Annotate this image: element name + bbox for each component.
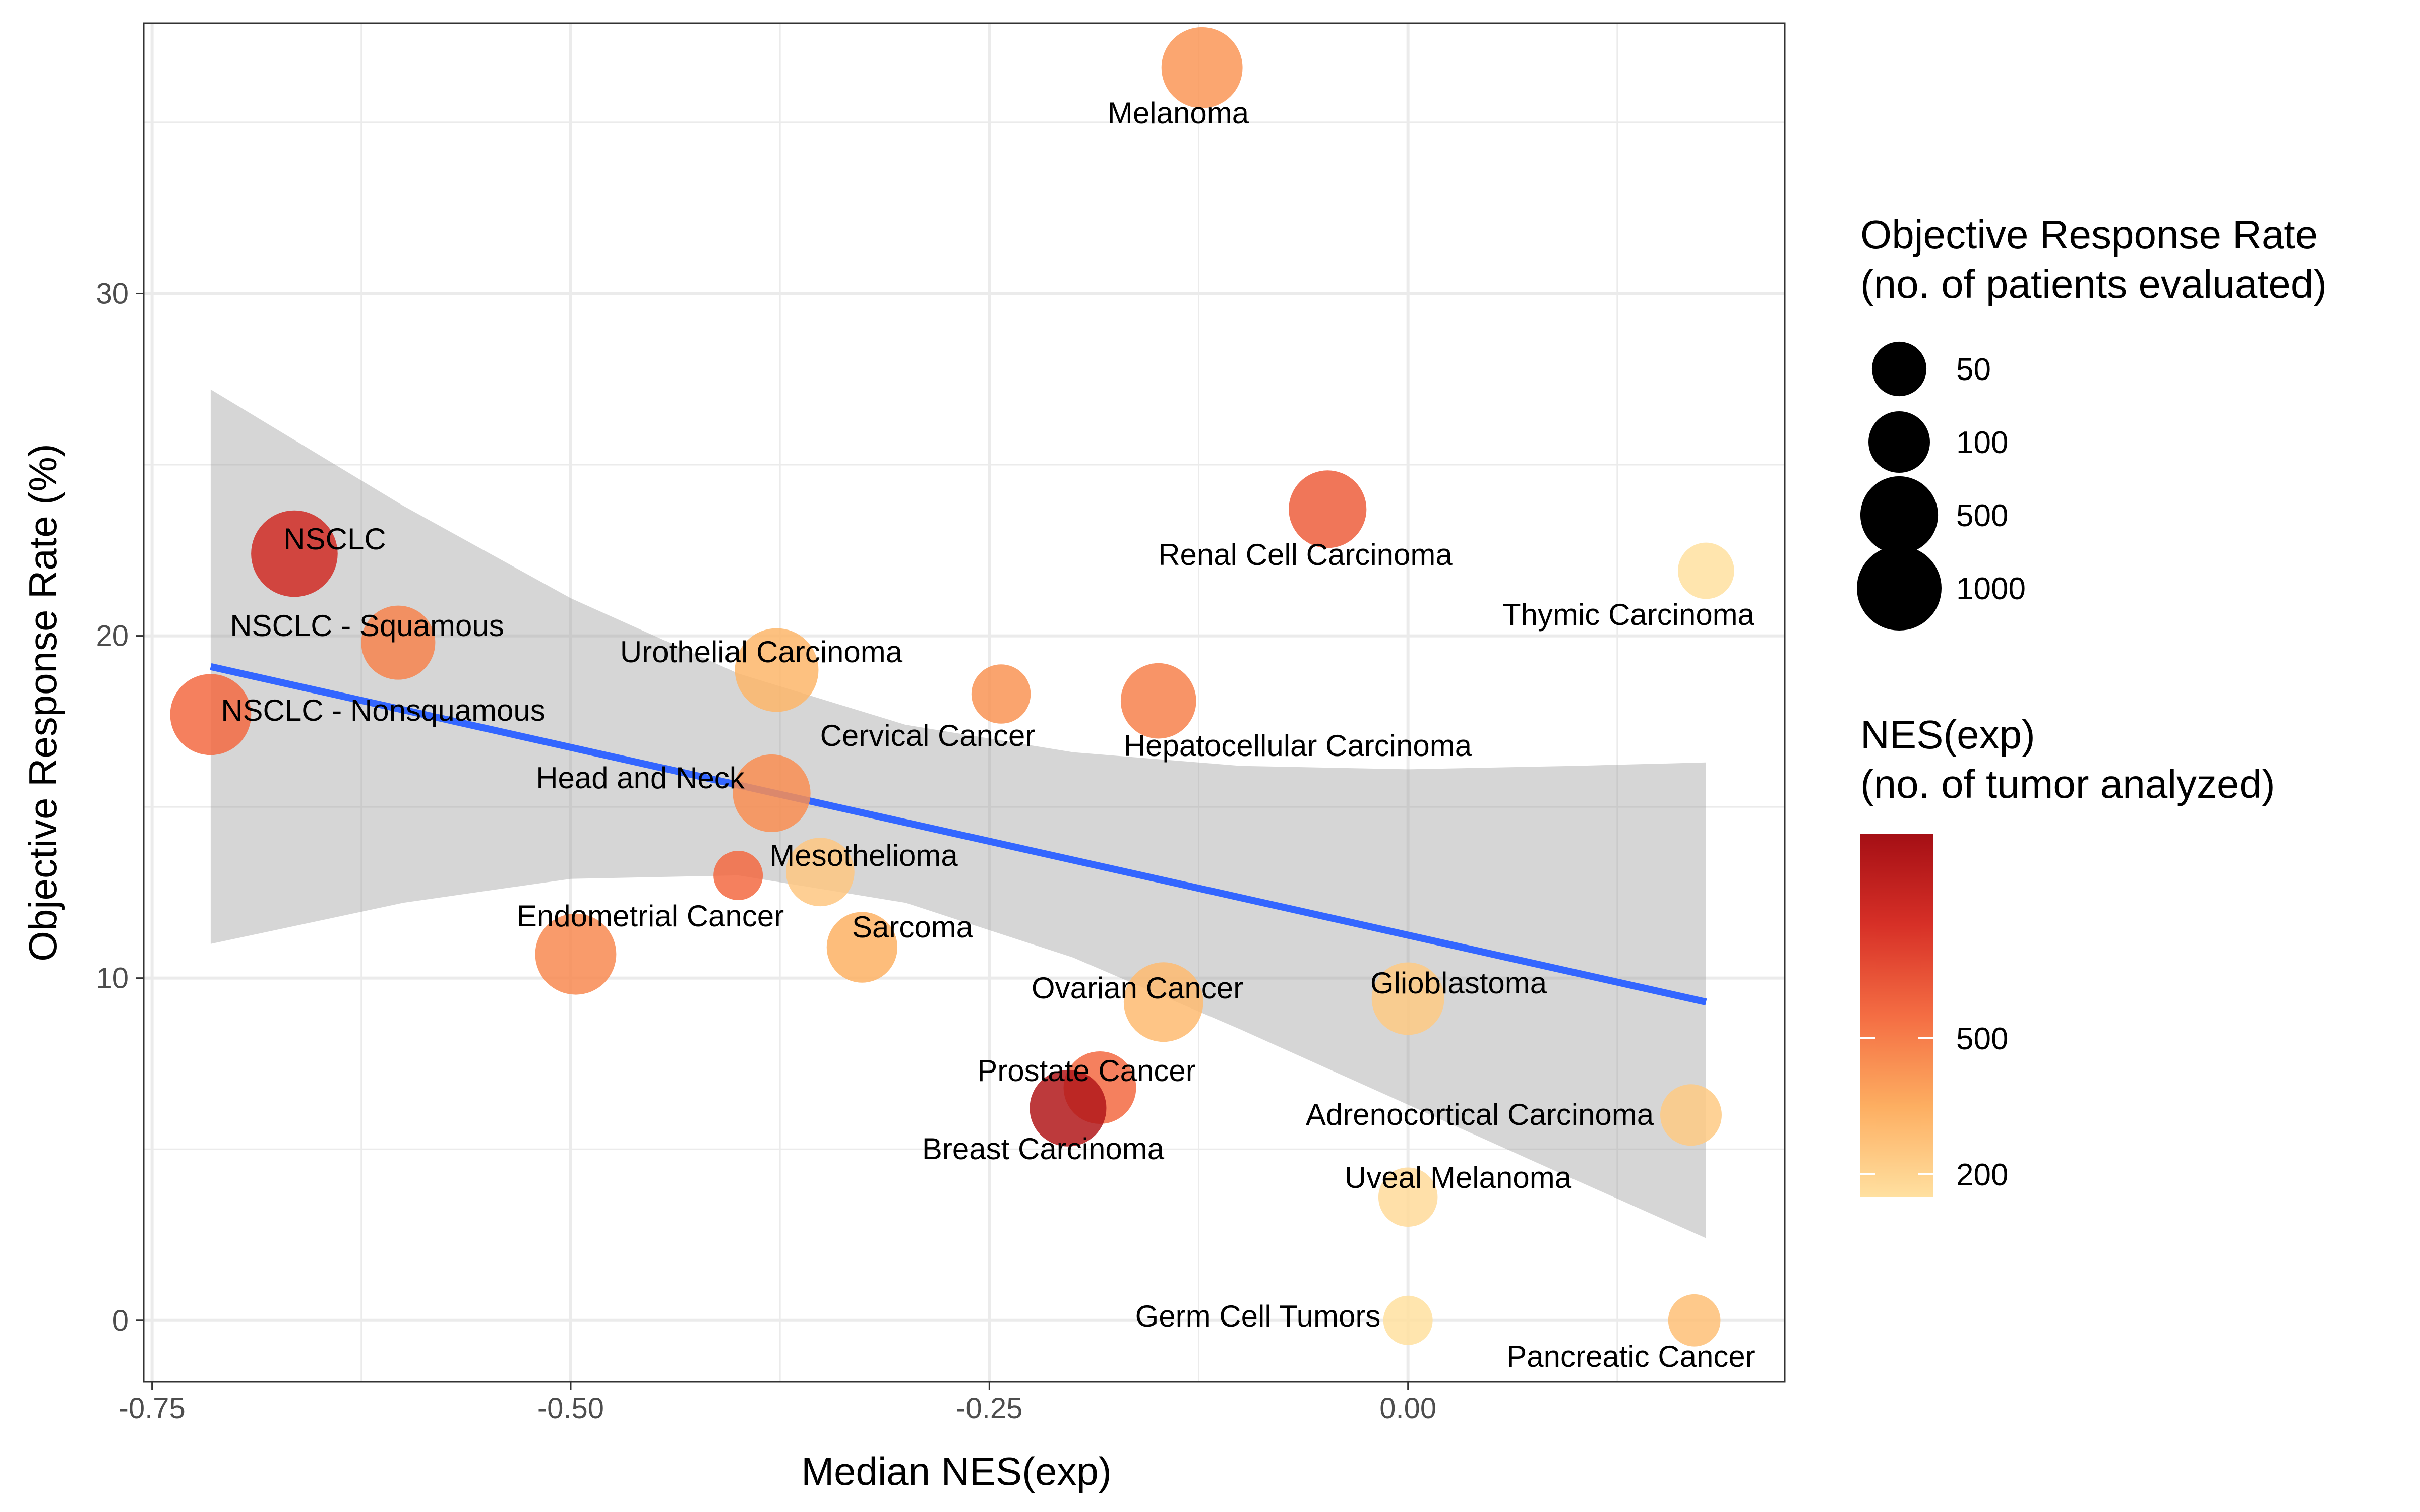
data-point xyxy=(971,664,1031,724)
point-label: Germ Cell Tumors xyxy=(1135,1299,1381,1333)
data-point xyxy=(1371,962,1444,1035)
plot-panel-background xyxy=(144,23,1785,1382)
x-tick-label: 0.00 xyxy=(1379,1392,1436,1425)
point-label: NSCLC - Squamous xyxy=(230,609,504,643)
colorbar xyxy=(1860,834,1933,1197)
data-point xyxy=(1383,1295,1433,1345)
x-tick-label: -0.25 xyxy=(956,1392,1022,1425)
color-legend: NES(exp) (no. of tumor analyzed) 500 200 xyxy=(1860,712,2275,1197)
point-label: Prostate Cancer xyxy=(977,1054,1196,1088)
point-label: Sarcoma xyxy=(852,910,974,944)
y-tick-label: 30 xyxy=(96,277,129,310)
size-legend: Objective Response Rate (no. of patients … xyxy=(1857,212,2327,631)
point-labels-layer: Melanoma Renal Cell Carcinoma Thymic Carci… xyxy=(221,96,1756,1373)
data-point xyxy=(1378,1167,1438,1227)
data-point xyxy=(1030,1069,1107,1147)
colorbar-tick-label: 200 xyxy=(1956,1158,2008,1192)
point-label: Mesothelioma xyxy=(769,839,958,872)
y-axis: 0 10 20 30 xyxy=(96,277,144,1337)
size-legend-title: (no. of patients evaluated) xyxy=(1860,262,2327,306)
x-axis: -0.75 -0.50 -0.25 0.00 xyxy=(119,1382,1436,1425)
data-point xyxy=(251,510,338,597)
point-label: Pancreatic Cancer xyxy=(1506,1340,1756,1373)
point-label: Renal Cell Carcinoma xyxy=(1158,538,1453,572)
color-legend-title: (no. of tumor analyzed) xyxy=(1860,762,2275,806)
data-point xyxy=(170,674,252,755)
data-point xyxy=(1677,542,1734,599)
point-label: Melanoma xyxy=(1108,96,1249,130)
plot-panel-border xyxy=(143,22,1786,1383)
size-legend-key xyxy=(1857,546,1942,631)
trend-line-layer xyxy=(210,663,1707,1006)
trend-line xyxy=(210,663,1707,1006)
size-legend-key xyxy=(1871,341,1927,397)
data-point xyxy=(1123,962,1203,1042)
data-point xyxy=(535,913,617,995)
x-tick-label: -0.75 xyxy=(119,1392,186,1425)
color-legend-title: NES(exp) xyxy=(1860,712,2035,757)
point-label: Hepatocellular Carcinoma xyxy=(1124,729,1472,763)
data-point xyxy=(1660,1084,1722,1146)
confidence-band-layer xyxy=(210,389,1706,1238)
point-label: Glioblastoma xyxy=(1370,966,1547,1000)
size-legend-label: 50 xyxy=(1956,352,1991,387)
data-point xyxy=(1668,1294,1721,1347)
size-legend-label: 500 xyxy=(1956,498,2008,533)
data-point xyxy=(733,754,811,833)
point-label: Adrenocortical Carcinoma xyxy=(1306,1098,1654,1131)
data-point xyxy=(1120,663,1196,739)
point-label: Cervical Cancer xyxy=(820,719,1036,752)
point-label: NSCLC xyxy=(283,522,386,556)
point-label: Endometrial Cancer xyxy=(517,899,784,933)
x-tick-label: -0.50 xyxy=(537,1392,604,1425)
point-label: Ovarian Cancer xyxy=(1032,971,1243,1005)
size-legend-label: 1000 xyxy=(1956,572,2026,606)
confidence-band xyxy=(210,389,1706,1238)
y-tick-label: 20 xyxy=(96,620,129,653)
point-label: Head and Neck xyxy=(536,761,745,795)
data-point xyxy=(361,605,436,680)
point-label: Thymic Carcinoma xyxy=(1502,598,1755,632)
y-tick-label: 0 xyxy=(112,1304,129,1337)
size-legend-key xyxy=(1868,411,1930,473)
point-label: Breast Carcinoma xyxy=(922,1132,1165,1166)
data-point xyxy=(713,850,763,900)
data-point xyxy=(735,628,819,712)
colorbar-tick-label: 500 xyxy=(1956,1022,2008,1056)
data-point xyxy=(1161,27,1243,108)
x-axis-title: Median NES(exp) xyxy=(801,1449,1112,1493)
y-tick-label: 10 xyxy=(96,962,129,995)
size-legend-key xyxy=(1860,476,1939,554)
size-legend-label: 100 xyxy=(1956,425,2008,460)
data-point xyxy=(785,838,855,907)
data-point xyxy=(1289,470,1367,548)
points-layer xyxy=(170,27,1734,1347)
point-label: Uveal Melanoma xyxy=(1345,1161,1572,1194)
point-label: NSCLC - Nonsquamous xyxy=(221,694,546,727)
size-legend-title: Objective Response Rate xyxy=(1860,212,2318,257)
point-label: Urothelial Carcinoma xyxy=(620,635,903,669)
data-point xyxy=(826,912,898,983)
y-axis-title: Objective Response Rate (%) xyxy=(21,444,65,961)
